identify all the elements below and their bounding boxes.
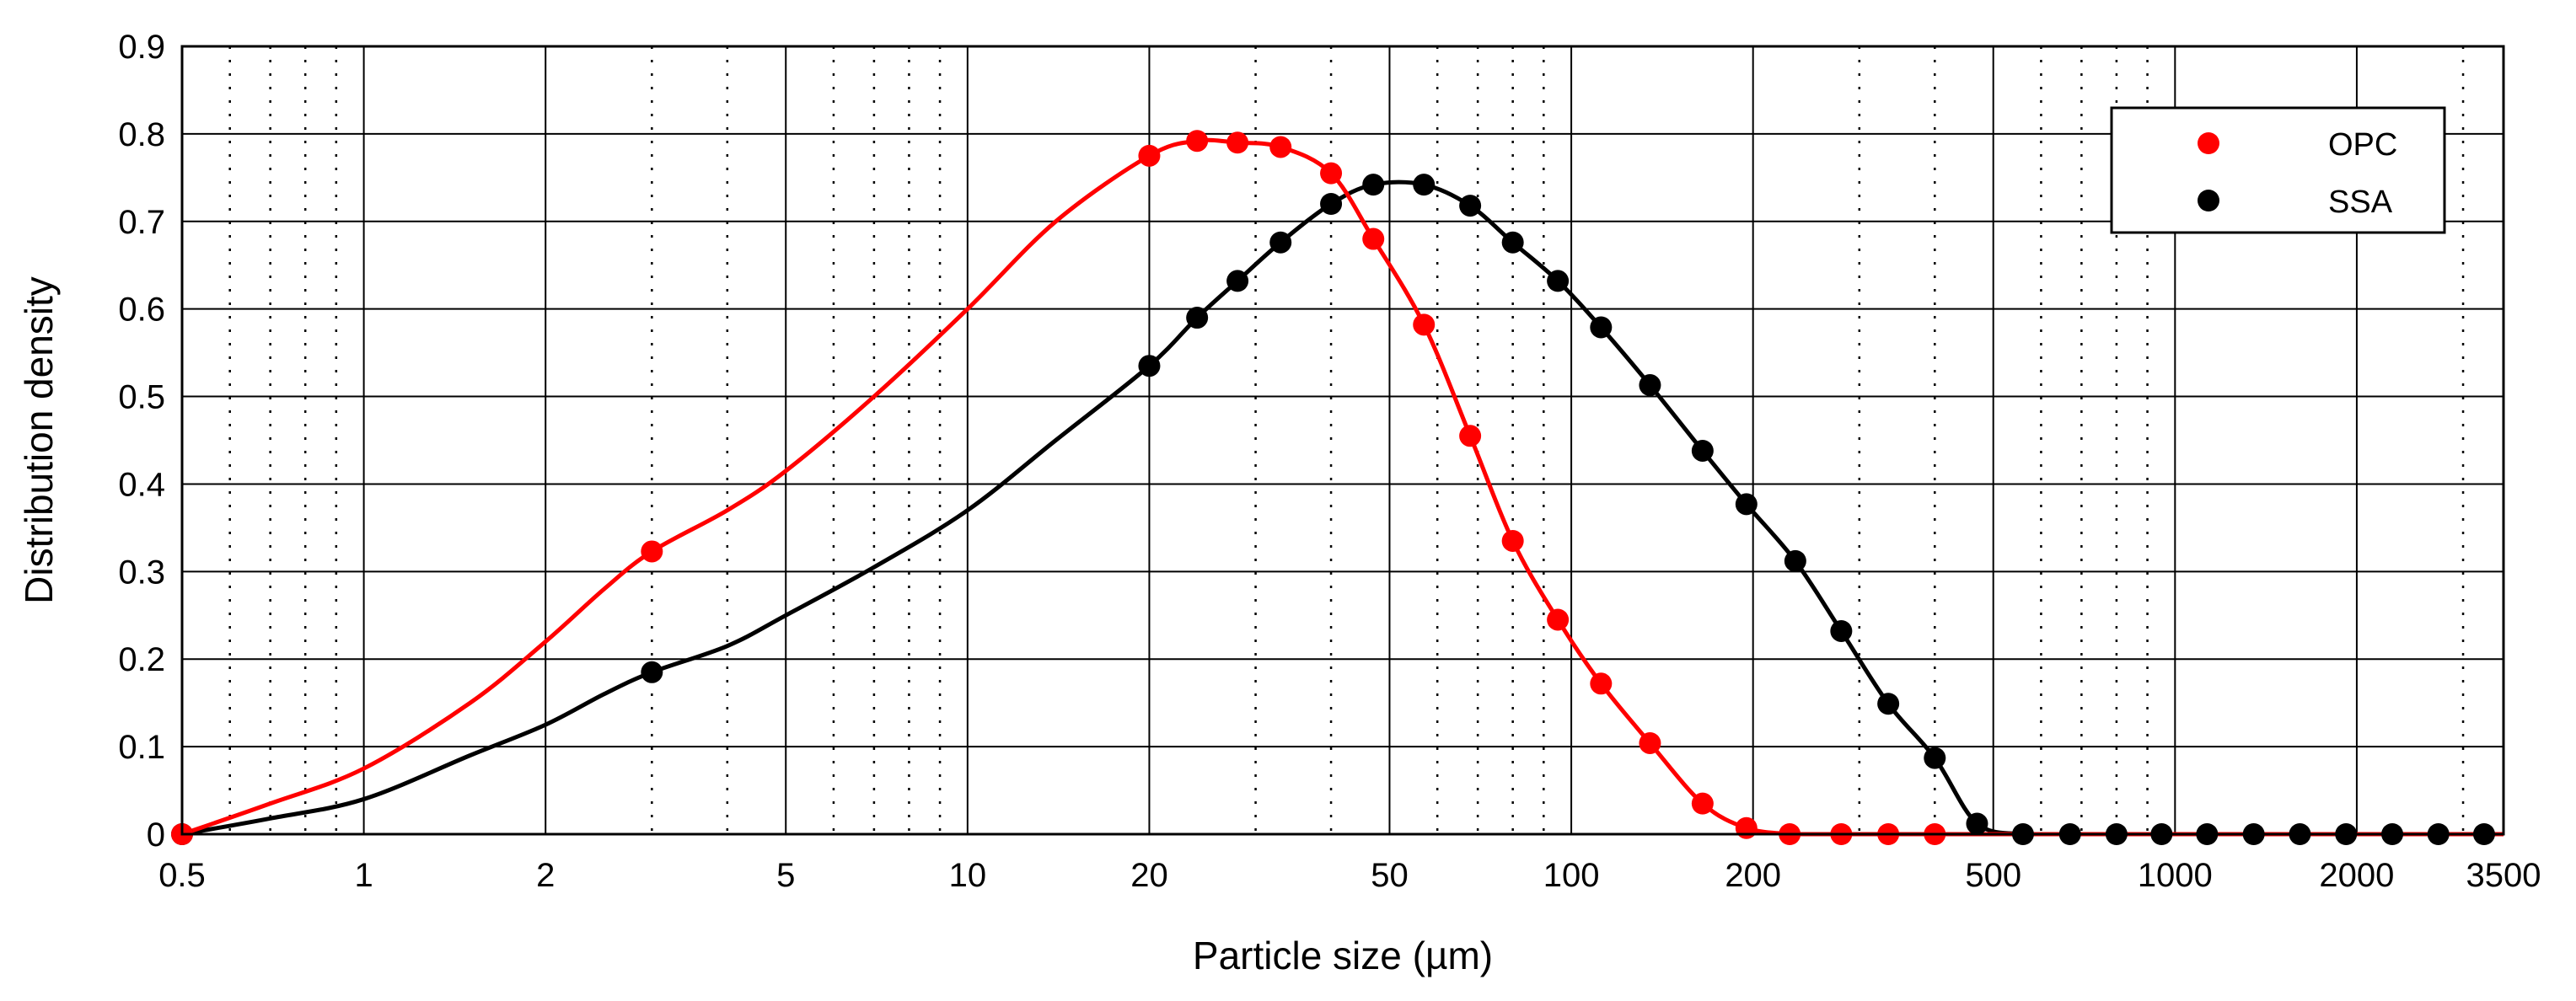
data-point-ssa bbox=[1691, 439, 1714, 462]
data-point-ssa bbox=[1639, 374, 1661, 397]
x-tick-label: 0.5 bbox=[158, 857, 206, 894]
data-point-ssa bbox=[1186, 307, 1209, 329]
data-point-opc bbox=[1226, 131, 1249, 154]
data-point-opc bbox=[1590, 672, 1613, 695]
y-tick-label: 0.9 bbox=[118, 29, 165, 66]
x-tick-label: 500 bbox=[1965, 857, 2021, 894]
data-point-ssa bbox=[1784, 549, 1806, 572]
x-axis-ticks: 0.5 1 2 5 10 20 50 100 200 500 1000 2000 3500 bbox=[158, 857, 2541, 894]
data-point-opc bbox=[1320, 162, 1343, 185]
data-point-opc bbox=[1138, 144, 1161, 167]
x-tick-label: 2 bbox=[536, 857, 555, 894]
y-tick-label: 0.6 bbox=[118, 292, 165, 329]
legend-box bbox=[2110, 106, 2446, 234]
data-point-ssa bbox=[1226, 270, 1249, 292]
data-point-opc bbox=[1459, 425, 1482, 447]
data-point-ssa bbox=[1413, 174, 1436, 196]
data-point-ssa bbox=[1924, 747, 1946, 769]
x-tick-label: 1 bbox=[354, 857, 373, 894]
x-tick-label: 1000 bbox=[2138, 857, 2213, 894]
legend-marker-ssa bbox=[2198, 190, 2219, 211]
data-point-ssa bbox=[1501, 231, 1524, 254]
legend: OPC SSA bbox=[2110, 106, 2446, 234]
x-tick-label: 3500 bbox=[2466, 857, 2541, 894]
y-tick-label: 0.5 bbox=[118, 379, 165, 416]
data-point-ssa bbox=[1590, 316, 1613, 339]
data-point-opc bbox=[641, 540, 663, 563]
y-tick-label: 0.2 bbox=[118, 641, 165, 678]
y-tick-label: 0.3 bbox=[118, 554, 165, 591]
data-point-opc bbox=[1691, 792, 1714, 815]
x-tick-label: 2000 bbox=[2319, 857, 2394, 894]
data-point-opc bbox=[1547, 608, 1570, 631]
data-point-ssa bbox=[641, 661, 663, 683]
data-point-ssa bbox=[1547, 270, 1570, 292]
x-tick-label: 10 bbox=[949, 857, 987, 894]
data-point-ssa bbox=[1877, 693, 1900, 715]
data-point-opc bbox=[1501, 529, 1524, 552]
y-tick-label: 0.7 bbox=[118, 204, 165, 241]
x-tick-label: 5 bbox=[776, 857, 795, 894]
data-point-opc bbox=[1362, 228, 1385, 250]
data-point-ssa bbox=[1459, 195, 1482, 217]
y-tick-label: 0.8 bbox=[118, 116, 165, 153]
y-tick-label: 0 bbox=[147, 816, 165, 854]
x-axis-title: Particle size (µm) bbox=[1193, 934, 1493, 977]
x-tick-label: 200 bbox=[1725, 857, 1781, 894]
data-point-opc bbox=[1269, 136, 1292, 158]
data-point-ssa bbox=[1966, 812, 1988, 835]
major-gridlines bbox=[181, 46, 2504, 835]
x-tick-label: 50 bbox=[1371, 857, 1409, 894]
data-point-ssa bbox=[1138, 355, 1161, 377]
x-tick-label: 20 bbox=[1130, 857, 1168, 894]
data-point-opc bbox=[1186, 130, 1209, 153]
legend-marker-opc bbox=[2198, 132, 2219, 154]
y-axis-title: Distribution density bbox=[17, 276, 61, 604]
y-axis-ticks: 0 0.1 0.2 0.3 0.4 0.5 0.6 0.7 0.8 0.9 bbox=[118, 29, 165, 854]
data-point-ssa bbox=[1320, 193, 1343, 215]
data-point-opc bbox=[1735, 816, 1758, 839]
data-point-opc bbox=[1413, 313, 1436, 336]
x-tick-label: 100 bbox=[1543, 857, 1600, 894]
data-point-ssa bbox=[1735, 493, 1758, 516]
data-point-ssa bbox=[1830, 619, 1853, 642]
data-point-opc bbox=[1639, 731, 1661, 754]
legend-label-opc: OPC bbox=[2328, 127, 2397, 163]
data-point-ssa bbox=[1269, 231, 1292, 254]
y-tick-label: 0.1 bbox=[118, 729, 165, 766]
plot-frame bbox=[180, 45, 2505, 836]
data-point-ssa bbox=[1362, 174, 1385, 196]
legend-label-ssa: SSA bbox=[2328, 185, 2393, 220]
y-tick-label: 0.4 bbox=[118, 466, 165, 503]
